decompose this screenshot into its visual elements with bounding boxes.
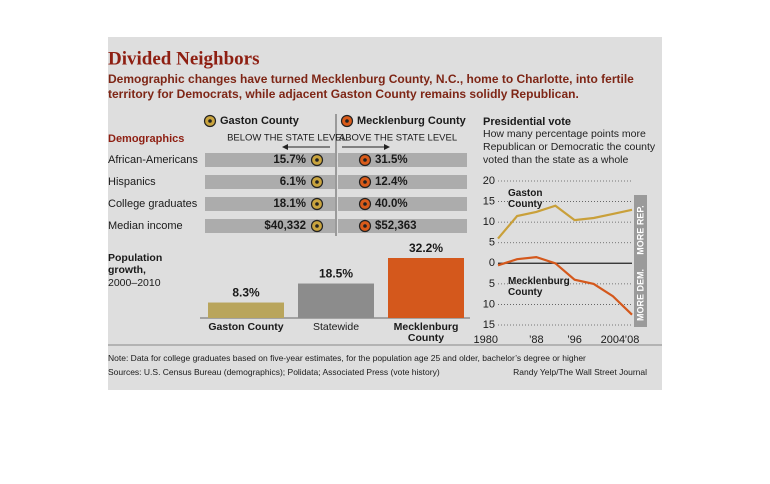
row-bar	[338, 197, 467, 211]
value-label: $52,363	[375, 220, 417, 232]
row-bar	[205, 219, 335, 233]
row-label: Hispanics	[108, 176, 156, 188]
y-tick-label: 5	[489, 237, 495, 249]
row-bar	[338, 175, 467, 189]
value-label: 18.1%	[273, 198, 306, 210]
row-bar	[205, 175, 335, 189]
dot-center	[315, 180, 319, 184]
below-label: BELOW THE STATE LEVEL	[227, 133, 347, 144]
series-label: Mecklenburg County	[508, 276, 570, 298]
bar-subtitle: 2000–2010	[108, 277, 161, 289]
y-tick-label: 20	[483, 175, 495, 187]
line-subtitle: How many percentage points more Republic…	[483, 128, 656, 166]
title: Divided Neighbors	[108, 48, 260, 69]
value-label: 40.0%	[375, 198, 408, 210]
y-tick-label: 10	[483, 216, 495, 228]
background	[108, 37, 662, 390]
value-label: 31.5%	[375, 154, 408, 166]
dot-center	[363, 158, 367, 162]
dot-center	[363, 202, 367, 206]
row-label: College graduates	[108, 198, 198, 210]
row-bar	[338, 153, 467, 167]
bar-title: Population growth,	[108, 252, 163, 276]
value-label: $40,332	[264, 220, 306, 232]
y-tick-label: 10	[483, 298, 495, 310]
bar-category-label: Gaston County	[208, 321, 284, 333]
dot-center	[315, 202, 319, 206]
direction-band	[634, 195, 647, 327]
line-title: Presidential vote	[483, 116, 571, 128]
above-arrowhead	[384, 144, 390, 150]
above-label: ABOVE THE STATE LEVEL	[339, 133, 457, 144]
table-title: Demographics	[108, 133, 184, 145]
value-label: 6.1%	[280, 176, 306, 188]
value-label: 12.4%	[375, 176, 408, 188]
row-bar	[338, 219, 467, 233]
dot-center	[315, 224, 319, 228]
note: Note: Data for college graduates based o…	[108, 353, 586, 363]
legend-center	[208, 119, 212, 123]
x-tick-label: ’88	[529, 334, 544, 346]
x-tick-label: 2004	[601, 334, 625, 346]
y-tick-label: 15	[483, 195, 495, 207]
row-bar	[205, 197, 335, 211]
bar	[208, 302, 284, 318]
row-bar	[205, 153, 335, 167]
x-tick-label: ’08	[625, 334, 640, 346]
y-tick-label: 0	[489, 257, 495, 269]
dot-center	[363, 180, 367, 184]
annotation: MORE REP.	[635, 205, 645, 254]
legend-label: Gaston County	[220, 115, 300, 127]
below-arrowhead	[282, 144, 288, 150]
value-label: 15.7%	[273, 154, 306, 166]
series-label: Gaston County	[508, 188, 543, 210]
x-tick-label: 1980	[474, 334, 498, 346]
bar-category-label: Statewide	[312, 321, 360, 333]
bar	[388, 258, 464, 318]
bar-value-label: 8.3%	[232, 286, 260, 300]
subtitle: Demographic changes have turned Mecklenb…	[108, 72, 634, 101]
bar-value-label: 18.5%	[319, 267, 353, 281]
row-label: Median income	[108, 220, 183, 232]
sources: Sources: U.S. Census Bureau (demographic…	[108, 367, 440, 377]
dot-center	[315, 158, 319, 162]
legend-center	[345, 119, 349, 123]
credit: Randy Yelp/The Wall Street Journal	[513, 367, 647, 377]
row-label: African-Americans	[108, 154, 198, 166]
annotation: MORE DEM.	[635, 269, 645, 321]
bar	[298, 283, 374, 318]
y-tick-label: 5	[489, 278, 495, 290]
series-line	[497, 255, 633, 316]
dot-center	[363, 224, 367, 228]
bar-category-label: Mecklenburg County	[393, 321, 459, 344]
series-line	[497, 204, 633, 240]
bar-value-label: 32.2%	[409, 241, 443, 255]
legend-label: Mecklenburg County	[357, 115, 467, 127]
y-tick-label: 15	[483, 319, 495, 331]
x-tick-label: ’96	[567, 334, 582, 346]
